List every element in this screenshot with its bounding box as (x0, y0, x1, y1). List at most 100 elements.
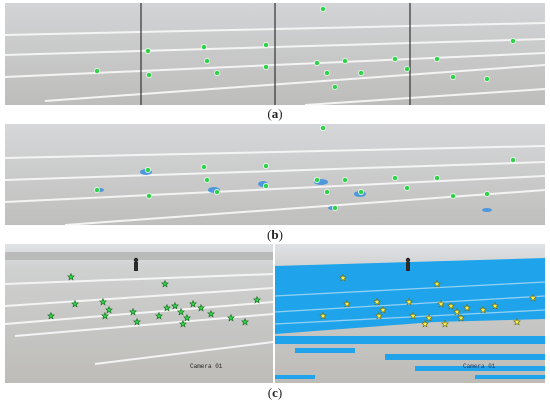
marker-dot (263, 163, 269, 169)
marker-dot (510, 38, 516, 44)
marker-dot (404, 185, 410, 191)
marker-star (99, 297, 107, 306)
marker-star (441, 319, 449, 328)
marker-dot (484, 191, 490, 197)
marker-dot (358, 70, 364, 76)
marker-star (463, 303, 471, 312)
caption-c: (c) (267, 385, 283, 400)
marker-star (379, 305, 387, 314)
marker-star (425, 313, 433, 322)
caption-b-letter: b (271, 227, 279, 242)
marker-dot (358, 189, 364, 195)
marker-dot (320, 6, 326, 12)
marker-dot (263, 183, 269, 189)
blue-overlay-bottom (275, 336, 545, 379)
marker-dot (201, 44, 207, 50)
marker-star (409, 311, 417, 320)
marker-group-a (94, 6, 516, 90)
marker-star (339, 273, 347, 282)
marker-dot (314, 177, 320, 183)
marker-dot (201, 164, 207, 170)
marker-star (105, 305, 113, 314)
marker-star (319, 311, 327, 320)
caption-c-letter: c (272, 385, 278, 400)
marker-dot (263, 64, 269, 70)
marker-dot (146, 193, 152, 199)
marker-star (227, 313, 235, 322)
marker-dot (320, 125, 326, 131)
marker-dot (510, 157, 516, 163)
panel-b-svg (5, 124, 545, 225)
marker-dot (146, 72, 152, 78)
marker-dot (434, 56, 440, 62)
marker-dot (214, 70, 220, 76)
marker-star (437, 299, 445, 308)
caption-b: (b) (267, 227, 283, 242)
marker-star (197, 303, 205, 312)
marker-star (171, 301, 179, 310)
marker-star (129, 307, 137, 316)
marker-star (405, 297, 413, 306)
marker-dot (324, 70, 330, 76)
marker-dot (324, 189, 330, 195)
marker-star (241, 317, 249, 326)
marker-dot (342, 58, 348, 64)
lane-lines-b (5, 145, 545, 225)
marker-dot (204, 58, 210, 64)
marker-dot (94, 187, 100, 193)
marker-star (433, 279, 441, 288)
marker-star (343, 299, 351, 308)
marker-star (421, 319, 429, 328)
marker-star (491, 301, 499, 310)
panel-c-svg: Camera 01 Camera 01 (5, 244, 545, 383)
marker-star (163, 303, 171, 312)
marker-star (529, 293, 537, 302)
marker-dot (332, 84, 338, 90)
marker-dot (263, 42, 269, 48)
marker-star (253, 295, 261, 304)
marker-star (177, 307, 185, 316)
marker-star (155, 311, 163, 320)
caption-a: (a) (267, 106, 283, 121)
panel-b-image (5, 124, 545, 225)
marker-star (183, 313, 191, 322)
panel-c-image: Camera 01 Camera 01 (5, 244, 545, 383)
marker-dot (484, 76, 490, 82)
marker-star (373, 297, 381, 306)
marker-dot (145, 167, 151, 173)
marker-star (189, 299, 197, 308)
camera-label-right: Camera 01 (463, 363, 496, 370)
marker-dot (94, 68, 100, 74)
marker-star (447, 301, 455, 310)
camera-label-left: Camera 01 (190, 363, 223, 370)
marker-star (67, 272, 75, 281)
marker-dot (204, 177, 210, 183)
camera-seams (140, 3, 411, 105)
marker-star (375, 311, 383, 320)
marker-star (71, 299, 79, 308)
marker-star (453, 307, 461, 316)
marker-star (479, 305, 487, 314)
marker-dot (450, 193, 456, 199)
panel-a-image (5, 3, 545, 105)
marker-dot (404, 66, 410, 72)
marker-dot (434, 175, 440, 181)
marker-star (133, 317, 141, 326)
marker-dot (342, 177, 348, 183)
marker-star (207, 309, 215, 318)
marker-group-c (47, 272, 537, 328)
marker-star (179, 319, 187, 328)
marker-star (47, 311, 55, 320)
marker-dot (332, 205, 338, 211)
marker-dot (314, 60, 320, 66)
marker-dot (145, 48, 151, 54)
panel-a-svg (5, 3, 545, 105)
marker-dot (392, 175, 398, 181)
marker-dot (214, 189, 220, 195)
marker-group-b (94, 125, 516, 211)
marker-star (101, 311, 109, 320)
marker-dot (450, 74, 456, 80)
marker-star (161, 279, 169, 288)
person-figures (133, 257, 411, 271)
